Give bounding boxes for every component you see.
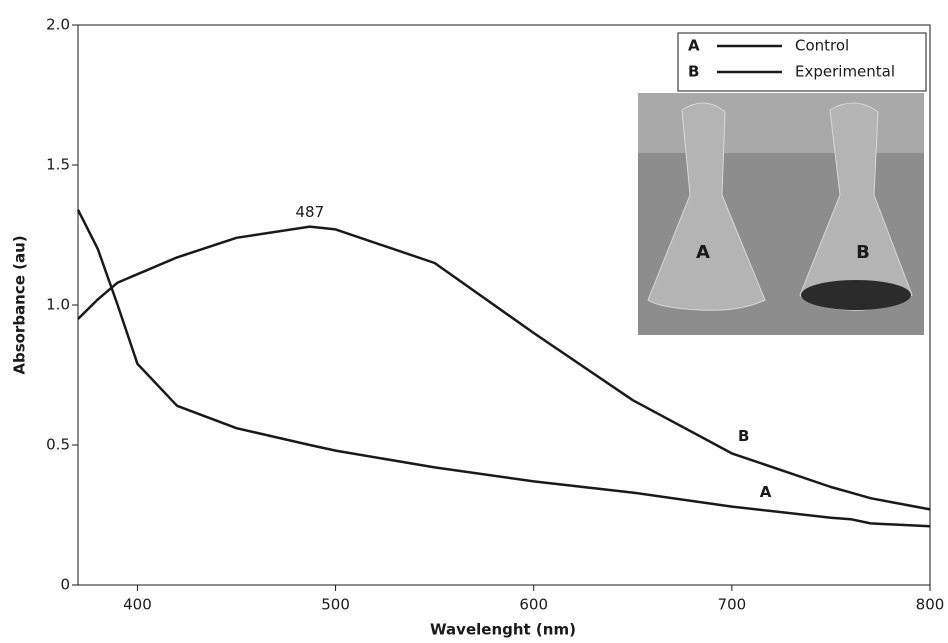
series-line: [77, 225, 931, 511]
x-tick-label: 600: [519, 596, 548, 614]
photo-wall: [638, 93, 924, 153]
curve-label: B: [738, 427, 749, 445]
x-tick-label: 400: [123, 596, 152, 614]
x-tick-label: 700: [718, 596, 747, 614]
legend-label: Experimental: [795, 63, 895, 81]
legend-box: [677, 32, 927, 92]
legend-label: Control: [795, 37, 849, 55]
y-tick-label: 0: [60, 576, 70, 594]
y-axis-label: Absorbance (au): [11, 235, 29, 374]
flask-label: A: [696, 242, 710, 263]
series-line: [76, 209, 931, 528]
legend-key: A: [688, 37, 700, 55]
x-axis-label: Wavelenght (nm): [430, 621, 576, 639]
x-tick-label: 800: [916, 596, 945, 614]
flask-label: B: [856, 242, 870, 263]
flask-b-liquid: [801, 280, 911, 310]
legend-key: B: [688, 63, 699, 81]
x-tick-label: 500: [321, 596, 350, 614]
curve-label: A: [760, 483, 772, 501]
inset-photo: A B: [638, 93, 924, 335]
flask-a: [647, 102, 766, 311]
peak-label: 487: [296, 203, 325, 221]
y-tick-label: 1.5: [46, 156, 70, 174]
y-tick-label: 2.0: [46, 16, 70, 34]
y-tick-label: 1.0: [46, 296, 70, 314]
y-tick-label: 0.5: [46, 436, 70, 454]
